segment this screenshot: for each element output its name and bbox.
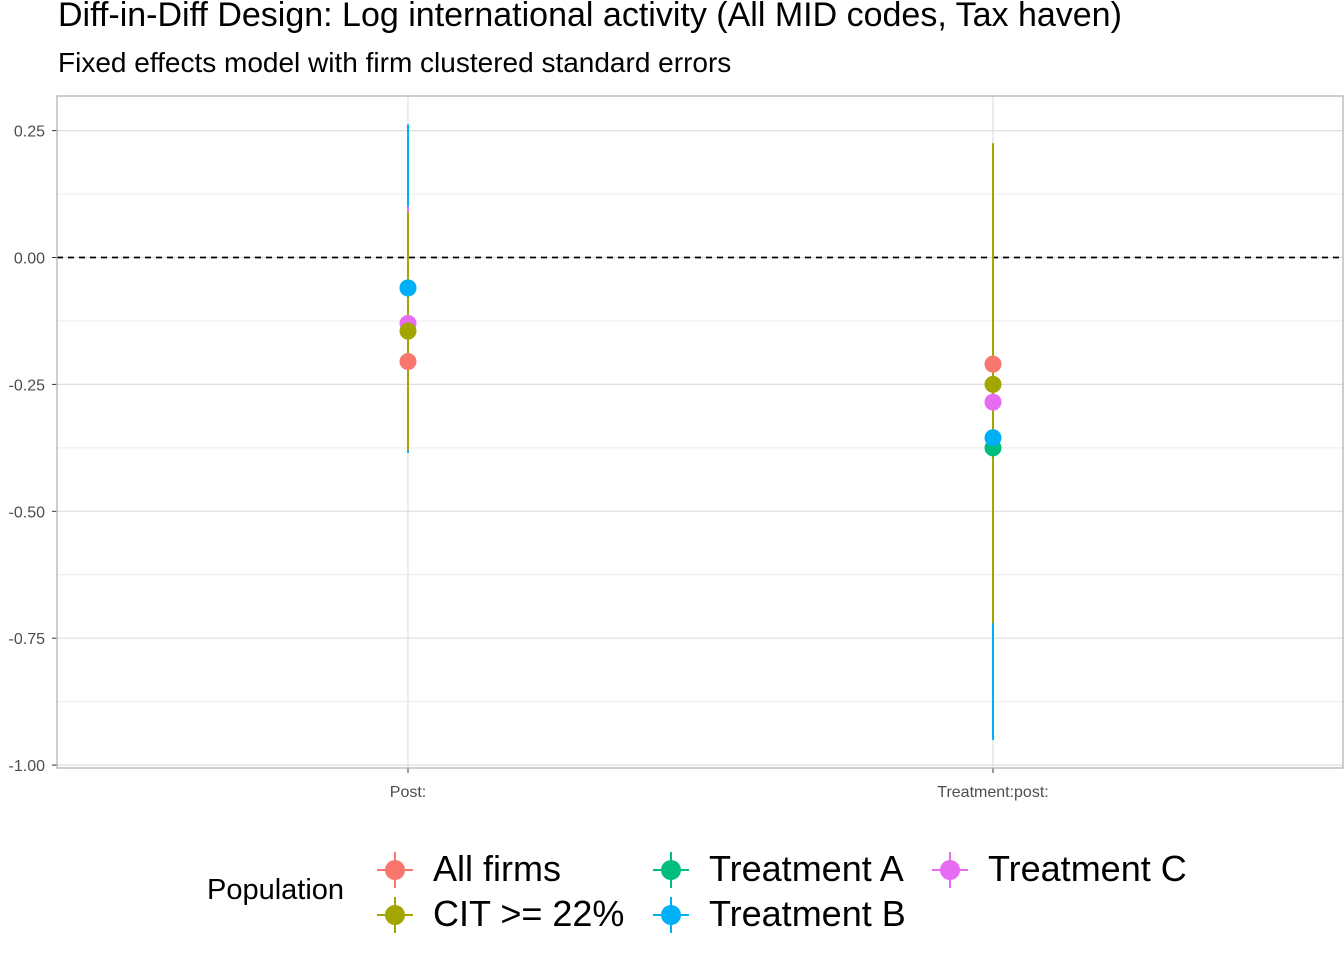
legend-key [653, 897, 689, 933]
legend-key [653, 852, 689, 888]
legend-label: Treatment B [709, 893, 906, 934]
plot-panel-border [56, 95, 1344, 769]
legend-label: All firms [433, 848, 561, 889]
legend-label: CIT >= 22% [433, 893, 625, 934]
legend-key [932, 852, 968, 888]
x-tick-label: Post: [390, 784, 426, 801]
y-tick-label: -1.00 [9, 758, 46, 775]
y-axis-ticks: 0.25 0.00 -0.25 -0.50 -0.75 -1.00 [9, 124, 57, 775]
y-tick-label: 0.00 [14, 251, 45, 268]
legend-label: Treatment A [709, 848, 904, 889]
legend-title: Population [207, 874, 345, 906]
estimate-point [399, 322, 417, 340]
x-tick-label: Treatment:post: [937, 784, 1048, 801]
estimate-point [399, 353, 417, 371]
y-tick-label: -0.75 [9, 631, 46, 648]
legend-label: Treatment C [988, 848, 1187, 889]
estimate-point [984, 375, 1002, 393]
chart-title: Diff-in-Diff Design: Log international a… [58, 0, 1122, 34]
estimate-point [399, 279, 417, 297]
y-tick-label: 0.25 [14, 124, 45, 141]
y-tick-label: -0.50 [9, 504, 46, 521]
estimate-point [984, 429, 1002, 447]
estimate-point [984, 393, 1002, 411]
chart-subtitle: Fixed effects model with firm clustered … [58, 47, 732, 78]
grid-lines [57, 96, 1343, 768]
x-axis-ticks: Post: Treatment:post: [390, 768, 1049, 801]
legend-key [377, 897, 413, 933]
legend-key [377, 852, 413, 888]
y-tick-label: -0.25 [9, 377, 46, 394]
estimate-point [984, 355, 1002, 373]
error-bars [407, 124, 994, 740]
estimate-points [399, 279, 1002, 457]
